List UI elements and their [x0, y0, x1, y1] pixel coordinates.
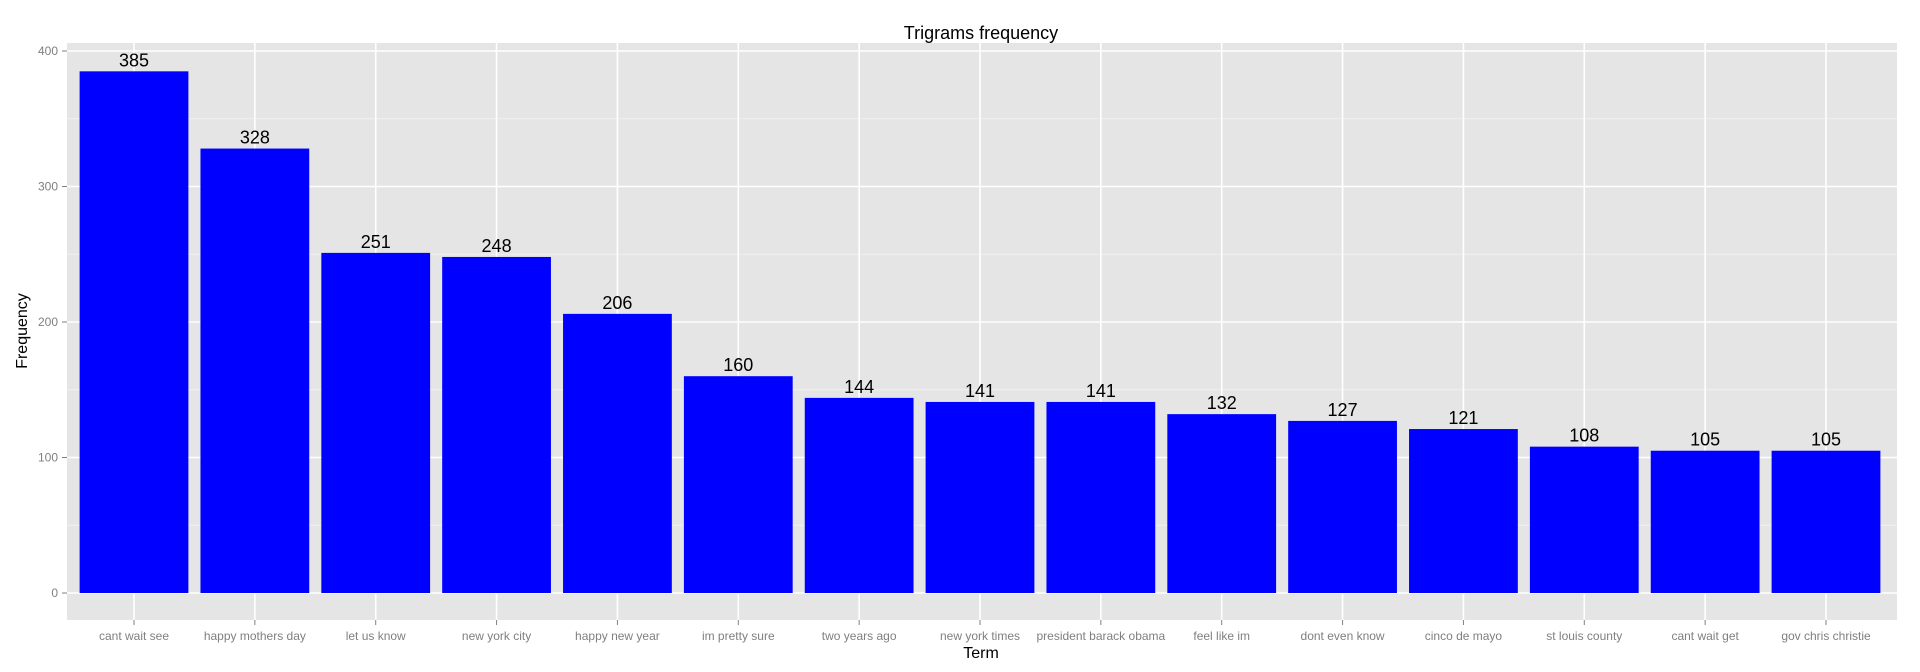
bar-value-label: 248	[482, 236, 512, 256]
bar-value-label: 251	[361, 232, 391, 252]
x-tick-label: feel like im	[1193, 629, 1250, 643]
data-labels: 385 328 251 248 206 160 144 141 141 132 127 121 108 1…	[119, 50, 1841, 449]
y-axis-title: Frequency	[14, 293, 31, 369]
bar-value-label: 141	[1086, 381, 1116, 401]
bar-value-label: 144	[844, 377, 874, 397]
bar	[1167, 414, 1277, 593]
x-tick-label: cinco de mayo	[1425, 629, 1503, 643]
x-tick-label: dont even know	[1301, 629, 1385, 643]
y-tick-label: 100	[38, 451, 58, 465]
y-tick-label: 200	[38, 315, 58, 329]
chart-title: Trigrams frequency	[904, 23, 1058, 43]
bar-value-label: 105	[1690, 430, 1720, 450]
y-axis: 0 100 200 300 400	[38, 44, 67, 600]
bar-value-label: 105	[1811, 430, 1841, 450]
bar-value-label: 127	[1328, 400, 1358, 420]
x-tick-label: happy mothers day	[204, 629, 306, 643]
x-tick-label: im pretty sure	[702, 629, 775, 643]
bar	[925, 401, 1035, 593]
x-tick-label: gov chris christie	[1781, 629, 1871, 643]
x-axis: cant wait see happy mothers day let us kno…	[99, 620, 1871, 643]
bar	[804, 397, 914, 593]
bar	[1409, 429, 1518, 593]
bar	[79, 71, 189, 593]
bar-value-label: 108	[1569, 426, 1599, 446]
bar	[1529, 446, 1639, 593]
bars	[79, 71, 1881, 593]
y-tick-label: 0	[51, 586, 58, 600]
x-tick-label: two years ago	[822, 629, 897, 643]
bar	[563, 313, 672, 593]
bar-value-label: 385	[119, 50, 149, 70]
x-tick-label: new york times	[940, 629, 1020, 643]
bar-value-label: 328	[240, 128, 270, 148]
x-axis-title: Term	[963, 645, 999, 662]
bar-value-label: 132	[1207, 393, 1237, 413]
x-tick-label: st louis county	[1546, 629, 1622, 643]
x-tick-label: new york city	[462, 629, 531, 643]
bar	[442, 256, 551, 593]
bar	[200, 148, 310, 593]
x-tick-label: president barack obama	[1036, 629, 1165, 643]
x-tick-label: cant wait get	[1671, 629, 1739, 643]
y-tick-label: 400	[38, 44, 58, 58]
bar	[321, 252, 431, 593]
bar	[1046, 401, 1156, 593]
bar	[1771, 450, 1881, 593]
bar-value-label: 160	[723, 355, 753, 375]
bar-value-label: 121	[1448, 408, 1478, 428]
bar-value-label: 141	[965, 381, 995, 401]
bar	[683, 376, 793, 593]
x-tick-label: happy new year	[575, 629, 660, 643]
x-tick-label: let us know	[346, 629, 406, 643]
bar	[1650, 450, 1760, 593]
x-tick-label: cant wait see	[99, 629, 169, 643]
bar-value-label: 206	[602, 293, 632, 313]
y-tick-label: 300	[38, 180, 58, 194]
bar	[1288, 420, 1397, 593]
